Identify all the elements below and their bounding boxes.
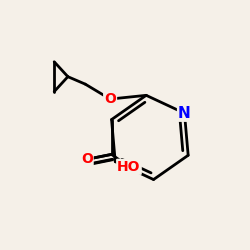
Text: N: N	[178, 106, 191, 121]
Text: O: O	[81, 152, 93, 166]
Text: HO: HO	[117, 160, 141, 174]
Text: O: O	[104, 92, 116, 106]
